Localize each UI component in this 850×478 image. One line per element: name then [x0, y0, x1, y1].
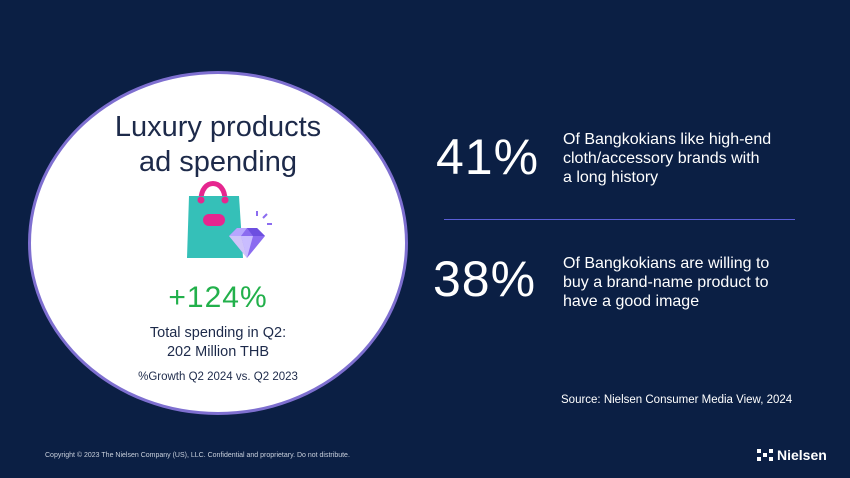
- panel-title-line2: ad spending: [138, 146, 298, 178]
- stat-percent: 38%: [433, 251, 537, 307]
- growth-period: %Growth Q2 2024 vs. Q2 2023: [138, 371, 298, 383]
- nielsen-logo: Nielsen: [757, 447, 827, 463]
- copyright: Copyright © 2023 The Nielsen Company (US…: [45, 452, 350, 459]
- growth-value: +124%: [168, 281, 268, 314]
- nielsen-logo-icon: [757, 449, 773, 461]
- diamond-icon: [229, 211, 272, 258]
- stat-line: have a good image: [563, 293, 700, 310]
- stat-line: Of Bangkokians like high-end: [563, 131, 772, 148]
- stat-description: Of Bangkokians like high-end cloth/acces…: [563, 130, 813, 187]
- panel-title-line1: Luxury products: [114, 111, 322, 143]
- spending-line2: 202 Million THB: [166, 344, 270, 360]
- stat-line: Of Bangkokians are willing to: [563, 255, 770, 272]
- stat-percent: 41%: [436, 129, 540, 185]
- brand-name: Nielsen: [777, 447, 827, 463]
- stat-description: Of Bangkokians are willing to buy a bran…: [563, 254, 813, 311]
- source-note: Source: Nielsen Consumer Media View, 202…: [561, 394, 793, 406]
- stat-line: buy a brand-name product to: [563, 274, 769, 291]
- stat-line: cloth/accessory brands with: [563, 150, 760, 167]
- stat-line: a long history: [563, 169, 659, 186]
- divider: [444, 219, 795, 220]
- total-spending: Total spending in Q2: 202 Million THB: [40, 324, 396, 362]
- spending-line1: Total spending in Q2:: [149, 325, 287, 341]
- shopping-bag-icon: [187, 181, 272, 258]
- panel-title: Luxury products ad spending: [40, 110, 396, 180]
